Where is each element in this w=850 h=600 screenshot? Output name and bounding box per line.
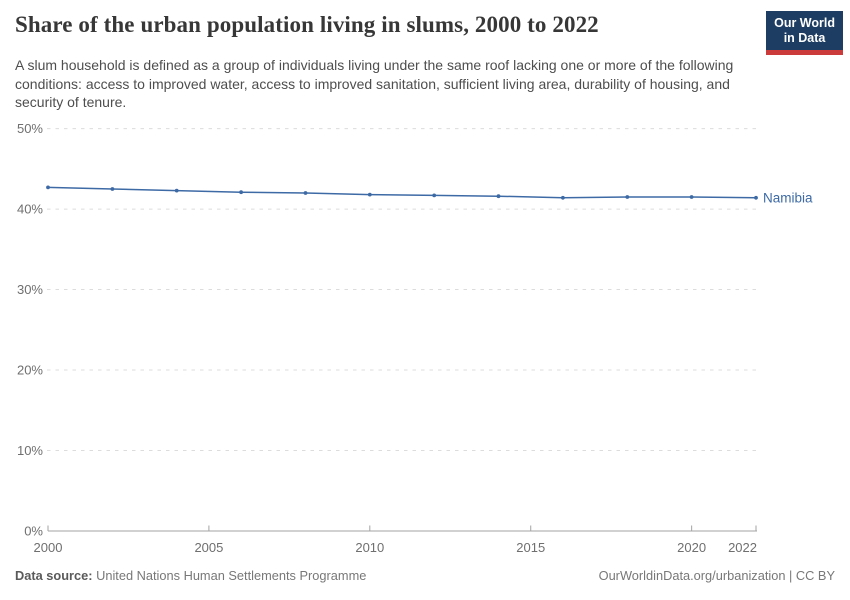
owid-logo[interactable]: Our World in Data [766, 11, 843, 55]
data-source-label: Data source: [15, 568, 93, 583]
data-point-2020[interactable] [689, 195, 694, 199]
data-point-2016[interactable] [561, 195, 565, 200]
data-point-2018[interactable] [625, 195, 630, 199]
y-axis-label: 30% [17, 282, 43, 297]
y-axis-label: 50% [17, 121, 43, 136]
y-axis-label: 10% [17, 443, 43, 458]
data-point-2008[interactable] [303, 191, 308, 195]
chart-footer: Data source: United Nations Human Settle… [15, 568, 835, 583]
y-axis-label: 0% [24, 524, 43, 539]
data-source-value: United Nations Human Settlements Program… [92, 568, 367, 583]
owid-logo-line2: in Data [783, 31, 826, 45]
x-axis-label: 2020 [677, 540, 706, 555]
x-axis-label: 2015 [516, 540, 545, 555]
data-point-2002[interactable] [110, 187, 115, 191]
x-axis-label: 2005 [194, 540, 223, 555]
data-point-2006[interactable] [239, 190, 244, 195]
data-point-2010[interactable] [367, 192, 372, 197]
owid-logo-line1: Our World [774, 16, 835, 30]
data-source: Data source: United Nations Human Settle… [15, 568, 366, 583]
y-axis-label: 20% [17, 363, 43, 378]
data-point-2000[interactable] [46, 185, 50, 190]
data-point-2022[interactable] [754, 195, 758, 200]
data-point-2014[interactable] [496, 194, 501, 199]
y-axis-label: 40% [17, 202, 43, 217]
chart-subtitle: A slum household is defined as a group o… [15, 57, 734, 110]
x-axis-label: 2000 [34, 540, 63, 555]
x-axis-label: 2022 [728, 540, 757, 555]
data-point-2004[interactable] [174, 188, 179, 193]
series-label-namibia[interactable]: Namibia [763, 190, 813, 205]
data-point-2012[interactable] [432, 193, 437, 198]
attribution-link[interactable]: OurWorldinData.org/urbanization | CC BY [598, 568, 835, 583]
x-axis-label: 2010 [355, 540, 384, 555]
series-line-namibia[interactable] [47, 186, 757, 199]
page-title: Share of the urban population living in … [15, 12, 599, 37]
